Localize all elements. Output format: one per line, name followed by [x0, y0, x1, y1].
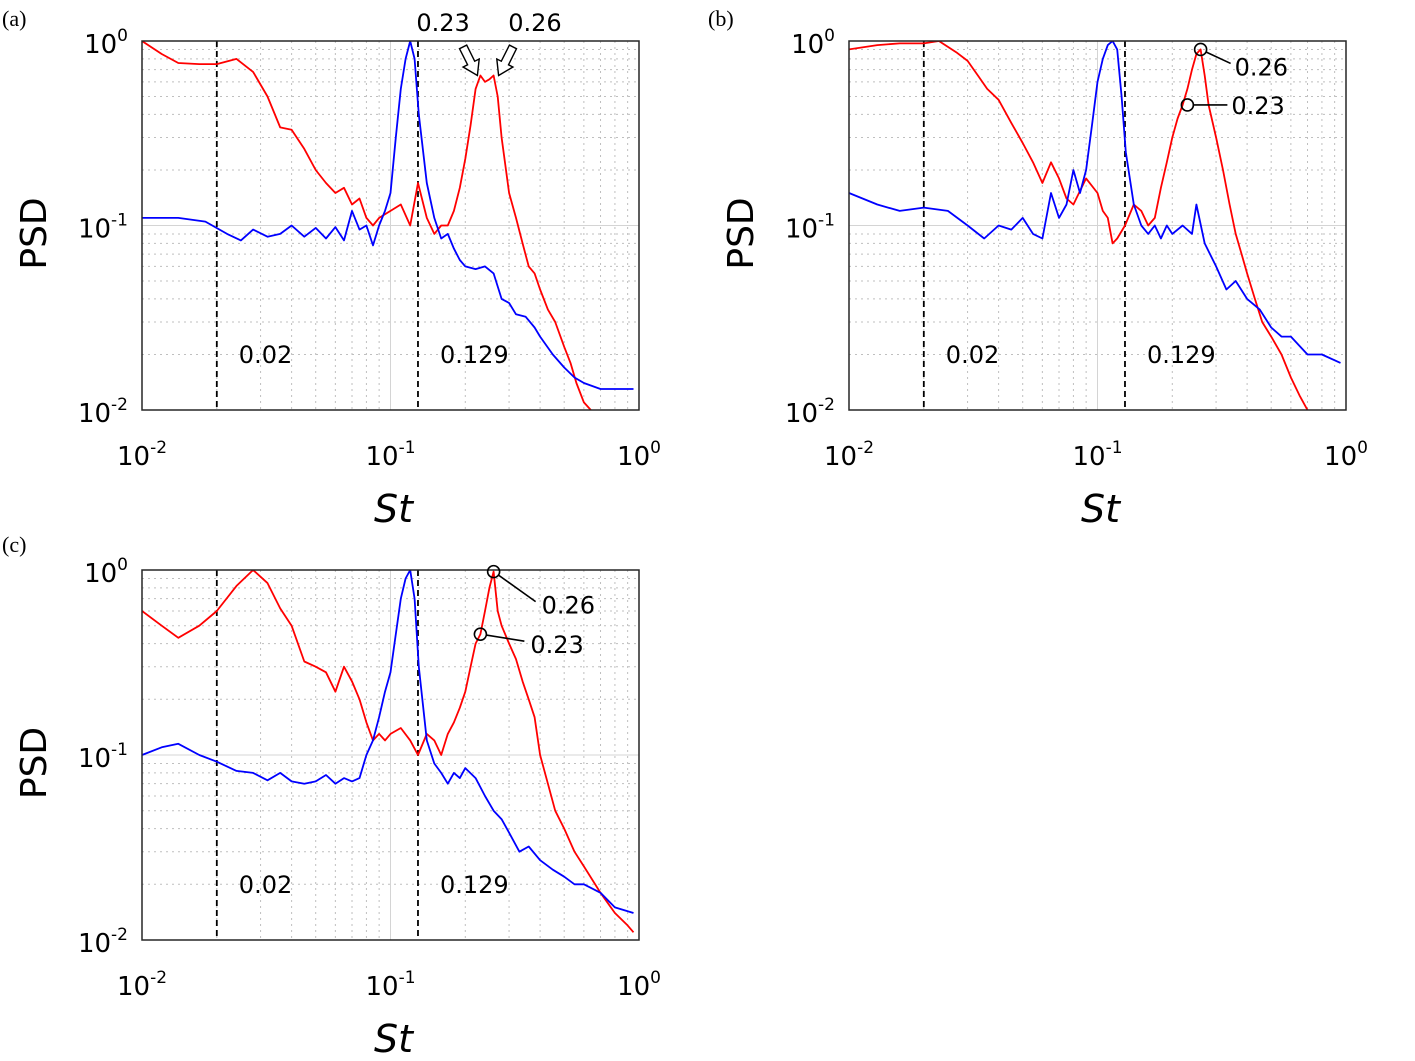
series-line-blue — [142, 570, 634, 914]
x-tick-label: 10-2 — [824, 438, 874, 472]
peak-annotations: 0.26 0.23 — [1180, 42, 1288, 120]
x-tick-label: 10-1 — [365, 438, 415, 472]
vline-label-0: 0.02 — [946, 341, 999, 369]
y-tick-label: 10-2 — [78, 925, 128, 959]
series-group — [849, 41, 1341, 410]
y-axis-label: PSD — [14, 197, 55, 269]
y-axis-label: PSD — [721, 197, 762, 269]
series-line-red — [849, 41, 1309, 410]
x-axis-label: St — [374, 487, 415, 531]
x-tick-label: 10-1 — [365, 968, 415, 1002]
panel-2: (c) 0.02 0.129 10-2 10-1 100 100 10-1 10-2 St PSD 0… — [2, 532, 661, 1061]
axes-frame — [848, 40, 1347, 411]
panel-0: (a) 0.02 0.129 10-2 10-1 100 100 10-1 10-2 St PSD 0… — [2, 6, 661, 531]
x-axis-label: St — [1081, 487, 1122, 531]
series-line-blue — [849, 41, 1341, 364]
peak-label-0: 0.23 — [416, 9, 469, 37]
series-line-red — [142, 570, 635, 933]
panel-1: (b) 0.02 0.129 10-2 10-1 100 100 10-1 10-2 St PSD 0… — [708, 6, 1368, 531]
panel-label: (b) — [708, 6, 734, 31]
peak-circle-0 — [1193, 42, 1208, 57]
peak-arrow-0 — [458, 44, 481, 77]
x-tick-label: 100 — [617, 968, 661, 1002]
y-tick-label: 10-1 — [78, 740, 128, 774]
x-tick-label: 100 — [1324, 438, 1368, 472]
x-tick-label: 10-1 — [1072, 438, 1122, 472]
x-tick-label: 100 — [617, 438, 661, 472]
vline-label-1: 0.129 — [440, 871, 509, 899]
series-line-blue — [142, 41, 634, 390]
y-tick-label: 10-1 — [78, 211, 128, 245]
grid — [142, 570, 639, 940]
peak-annotations: 0.23 0.26 — [416, 9, 562, 77]
x-tick-label: 10-2 — [117, 968, 167, 1002]
vline-label-1: 0.129 — [440, 341, 509, 369]
y-tick-label: 100 — [84, 555, 128, 589]
peak-label-0: 0.26 — [1235, 53, 1288, 81]
grid — [142, 41, 639, 410]
y-axis-label: PSD — [14, 727, 55, 799]
axes-frame — [141, 40, 640, 411]
y-tick-label: 10-1 — [785, 211, 835, 245]
peak-leader-0 — [498, 574, 537, 603]
peak-circle-0 — [486, 564, 501, 579]
y-tick-label: 100 — [84, 26, 128, 60]
y-tick-label: 100 — [791, 26, 835, 60]
peak-leader-0 — [1205, 51, 1231, 65]
panel-label: (a) — [2, 6, 26, 31]
panel-label: (c) — [2, 532, 26, 557]
y-tick-label: 10-2 — [785, 395, 835, 429]
peak-circle-1 — [473, 627, 488, 641]
peak-label-1: 0.26 — [508, 9, 561, 37]
peak-arrow-1 — [495, 44, 518, 77]
peak-annotations: 0.26 0.23 — [473, 564, 595, 659]
x-tick-label: 10-2 — [117, 438, 167, 472]
series-group — [142, 41, 634, 410]
peak-leader-1 — [486, 634, 525, 642]
peak-label-1: 0.23 — [530, 631, 583, 659]
axes-frame — [141, 569, 640, 941]
x-axis-label: St — [374, 1017, 415, 1061]
vline-label-0: 0.02 — [239, 341, 292, 369]
peak-label-1: 0.23 — [1231, 92, 1284, 120]
peak-label-0: 0.26 — [542, 592, 595, 620]
vline-label-0: 0.02 — [239, 871, 292, 899]
series-group — [142, 570, 635, 933]
y-tick-label: 10-2 — [78, 395, 128, 429]
vline-label-1: 0.129 — [1147, 341, 1216, 369]
